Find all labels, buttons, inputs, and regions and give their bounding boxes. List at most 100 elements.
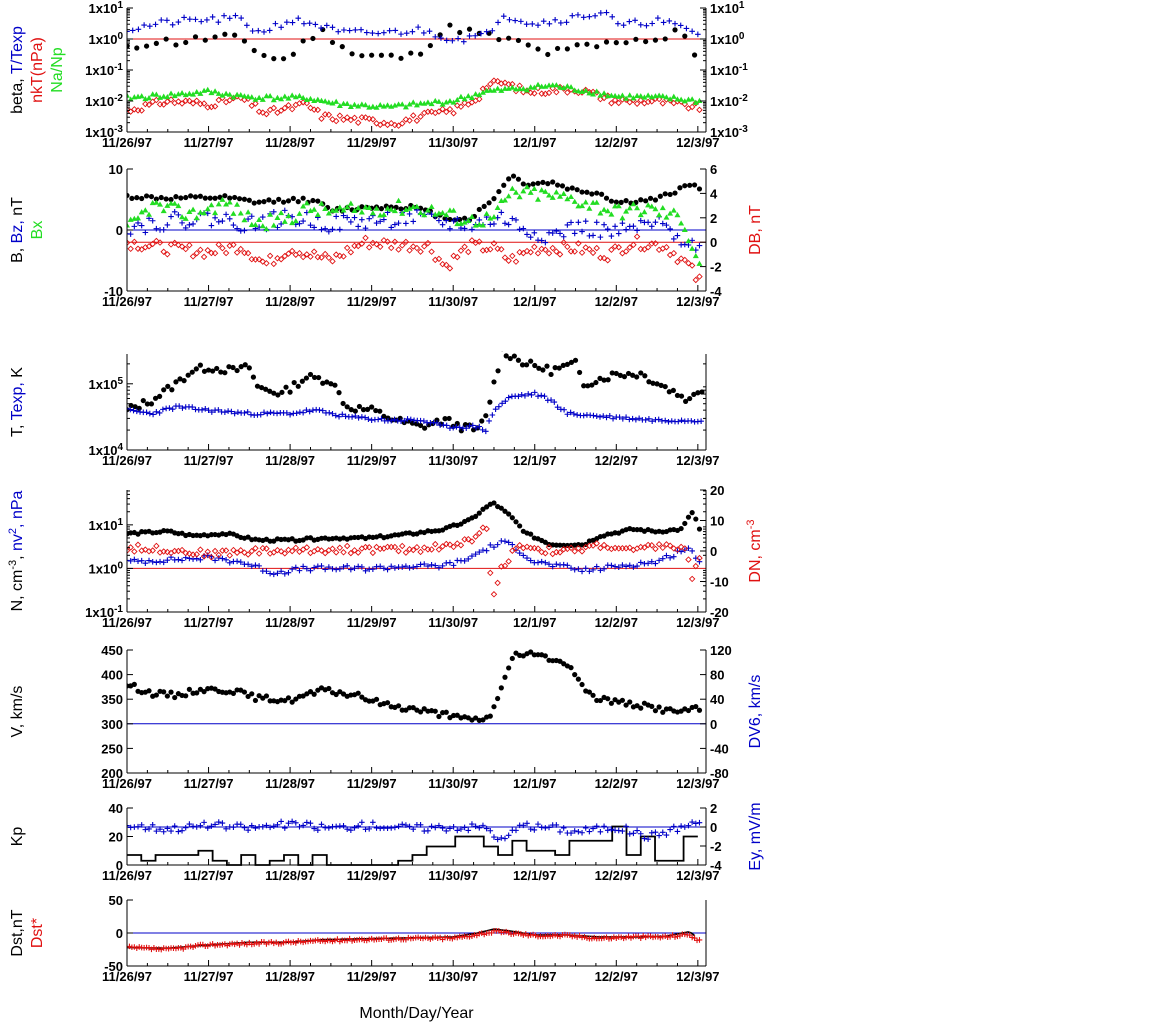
data-point [682, 33, 688, 39]
data-point [599, 191, 605, 197]
data-point [277, 255, 285, 263]
data-point [621, 374, 628, 380]
data-point [324, 379, 330, 385]
data-point [480, 822, 486, 829]
data-point [373, 696, 380, 702]
y-tick-label: 400 [101, 668, 123, 683]
y-tick-label: 1x10-1 [85, 604, 123, 621]
data-point [589, 382, 595, 388]
data-point [296, 220, 303, 227]
left-axis-label-0-part-0: Kp [9, 827, 26, 847]
data-point [301, 20, 307, 27]
data-point [615, 564, 622, 570]
data-point [586, 205, 593, 211]
data-point [156, 239, 164, 246]
data-point [657, 193, 663, 199]
data-point [518, 18, 524, 25]
data-point [565, 883, 571, 889]
data-point [278, 818, 284, 825]
data-point [589, 191, 595, 197]
y-tick-label-base: 1x10 [89, 32, 118, 47]
data-point [613, 935, 620, 941]
data-point [200, 100, 208, 107]
data-point [270, 940, 277, 947]
data-point [158, 17, 165, 23]
data-point [221, 12, 227, 19]
data-point [652, 545, 659, 553]
data-point [373, 220, 380, 226]
y-tick-label: 1x100 [89, 31, 124, 48]
x-ticks-V: 11/26/97 11/27/97 11/28/97 11/29/97 11/30/97… [102, 767, 720, 791]
left-axis-label-0-part-1: T/Texp [9, 26, 26, 74]
x-tick-label: 11/29/97 [347, 969, 397, 984]
data-point [285, 938, 292, 945]
data-point [524, 231, 530, 238]
data-point [365, 115, 373, 122]
x-tick-label: 12/1/97 [513, 615, 556, 630]
data-point [373, 240, 380, 248]
data-point [373, 407, 379, 414]
data-point [329, 545, 336, 553]
data-point [450, 543, 457, 551]
data-point [421, 418, 427, 424]
data-point [209, 14, 216, 20]
data-point [296, 92, 303, 99]
data-point [674, 546, 681, 553]
data-point [185, 372, 191, 378]
data-point [175, 556, 182, 563]
data-point [524, 555, 530, 561]
data-point [479, 222, 486, 228]
data-point [608, 700, 615, 706]
data-point [359, 216, 365, 223]
data-point [138, 822, 145, 828]
data-point [626, 416, 633, 423]
data-point [505, 193, 512, 199]
data-point [293, 564, 299, 571]
data-point [589, 542, 597, 549]
data-point [146, 95, 153, 101]
y2-tick-label-exp: -3 [739, 124, 748, 135]
data-point [189, 100, 197, 107]
data-point [248, 563, 255, 570]
data-point [175, 241, 182, 249]
x-tick-label: 12/3/97 [676, 776, 719, 791]
data-point [457, 29, 463, 36]
y2-tick-label: -2 [710, 260, 722, 275]
data-point [549, 932, 556, 939]
data-point [306, 408, 313, 415]
y2-tick-label-base: -20 [710, 605, 729, 620]
y-tick-label-exp: -3 [114, 124, 123, 135]
data-point [142, 100, 149, 108]
x-tick-label: 11/30/97 [428, 969, 478, 984]
left-axis-label-0-part-2: nT [9, 197, 26, 216]
data-point [178, 546, 186, 554]
data-point [677, 185, 683, 191]
data-point [267, 538, 273, 544]
data-point [578, 548, 586, 555]
data-point [608, 99, 615, 107]
series-Texp [127, 389, 704, 435]
data-point [582, 199, 589, 205]
x-tick-label: 11/30/97 [428, 294, 478, 309]
data-point [637, 211, 644, 218]
x-tick-label: 12/1/97 [513, 135, 556, 150]
data-point [579, 189, 585, 195]
data-point [666, 251, 674, 259]
data-point [267, 211, 274, 217]
data-point [369, 210, 376, 216]
plot-area-Kp [127, 818, 706, 866]
x-tick-label: 12/3/97 [676, 868, 719, 883]
data-point [178, 100, 186, 107]
data-point [480, 547, 486, 553]
data-point [201, 819, 207, 826]
data-point [311, 224, 317, 231]
data-point [689, 245, 696, 251]
data-point [575, 12, 581, 18]
data-point [230, 94, 237, 100]
data-point [369, 116, 377, 123]
data-point [193, 88, 200, 95]
data-point [131, 223, 138, 230]
data-point [634, 205, 641, 211]
data-point [527, 189, 534, 195]
data-point [689, 934, 695, 941]
